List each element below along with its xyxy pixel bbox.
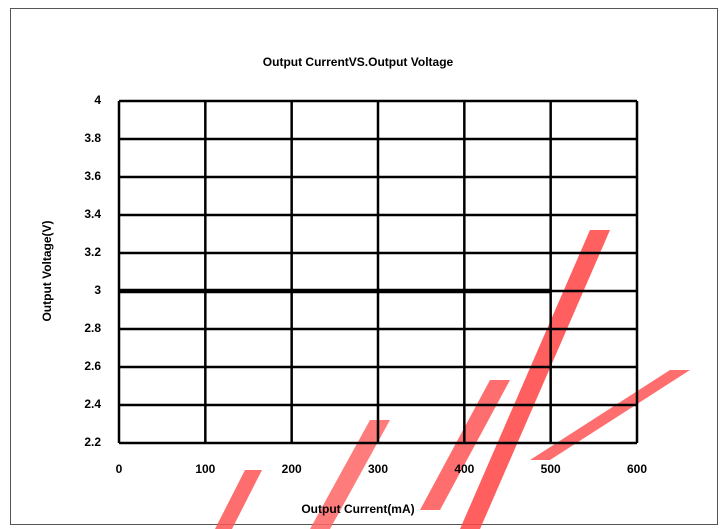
x-tick-label: 400 — [454, 462, 474, 476]
y-tick-label: 4 — [94, 93, 101, 107]
chart-title: Output CurrentVS.Output Voltage — [263, 55, 454, 69]
y-tick-label: 3.4 — [84, 207, 101, 221]
y-tick-label: 3.8 — [84, 131, 101, 145]
y-tick-label: 3.6 — [84, 169, 101, 183]
x-tick-label: 200 — [282, 462, 302, 476]
watermark — [215, 230, 690, 529]
x-tick-label: 300 — [368, 462, 388, 476]
y-tick-label: 3 — [94, 283, 101, 297]
x-axis-label: Output Current(mA) — [301, 502, 414, 516]
y-tick-label: 2.2 — [84, 435, 101, 449]
y-tick-label: 2.6 — [84, 359, 101, 373]
y-tick-label: 2.8 — [84, 321, 101, 335]
x-tick-label: 100 — [195, 462, 215, 476]
y-tick-label: 2.4 — [84, 397, 101, 411]
x-tick-label: 0 — [116, 462, 123, 476]
x-tick-label: 500 — [541, 462, 561, 476]
y-tick-label: 3.2 — [84, 245, 101, 259]
y-axis-label: Output Voltage(V) — [40, 220, 54, 321]
x-tick-label: 600 — [627, 462, 647, 476]
